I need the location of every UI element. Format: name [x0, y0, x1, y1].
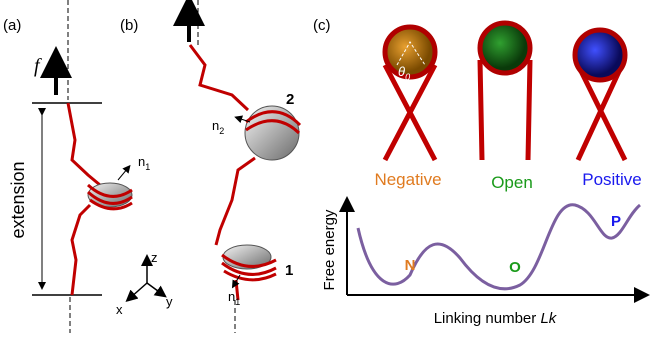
normal-sub: 1	[145, 162, 150, 172]
state-label: Positive	[582, 170, 642, 189]
state-label: Negative	[374, 170, 441, 189]
bead-label: 1	[285, 262, 293, 279]
normal-text: n	[138, 154, 145, 169]
minimum-label: N	[405, 257, 416, 274]
force-label: f	[34, 55, 42, 77]
panel-label: (c)	[313, 17, 331, 34]
panel-label: (b)	[120, 17, 138, 34]
panel-label: (a)	[3, 17, 21, 34]
axis-z: z	[151, 250, 158, 265]
axis-x: x	[116, 302, 123, 317]
energy-plot	[347, 204, 642, 295]
x-label-text: Linking number	[434, 310, 541, 327]
y-axis-label: Free energy	[321, 209, 338, 290]
normal-text: n	[212, 118, 219, 133]
minimum-label: O	[509, 259, 521, 276]
normal-sub: 1	[235, 297, 240, 307]
normal-text: n	[228, 289, 235, 304]
angle-text: θ	[398, 64, 405, 79]
loop-states	[385, 23, 625, 160]
x-axis-label: Linking number Lk	[434, 310, 558, 327]
normal-sub: 2	[219, 126, 224, 136]
normal-label: n1	[138, 154, 150, 172]
bead-label: 2	[286, 91, 294, 108]
angle-sub: 0	[405, 72, 410, 82]
extension-label: extension	[8, 161, 28, 238]
axis-triad	[130, 260, 162, 298]
panel-b	[189, 0, 300, 333]
axis-y: y	[166, 294, 173, 309]
minimum-label: P	[611, 213, 621, 230]
figure: (a) (b) (c) f extension n1 z x y	[0, 0, 654, 333]
panel-a	[32, 0, 132, 333]
normal-label: n2	[212, 118, 224, 136]
state-label: Open	[491, 173, 533, 192]
x-label-italic: Lk	[540, 310, 557, 327]
